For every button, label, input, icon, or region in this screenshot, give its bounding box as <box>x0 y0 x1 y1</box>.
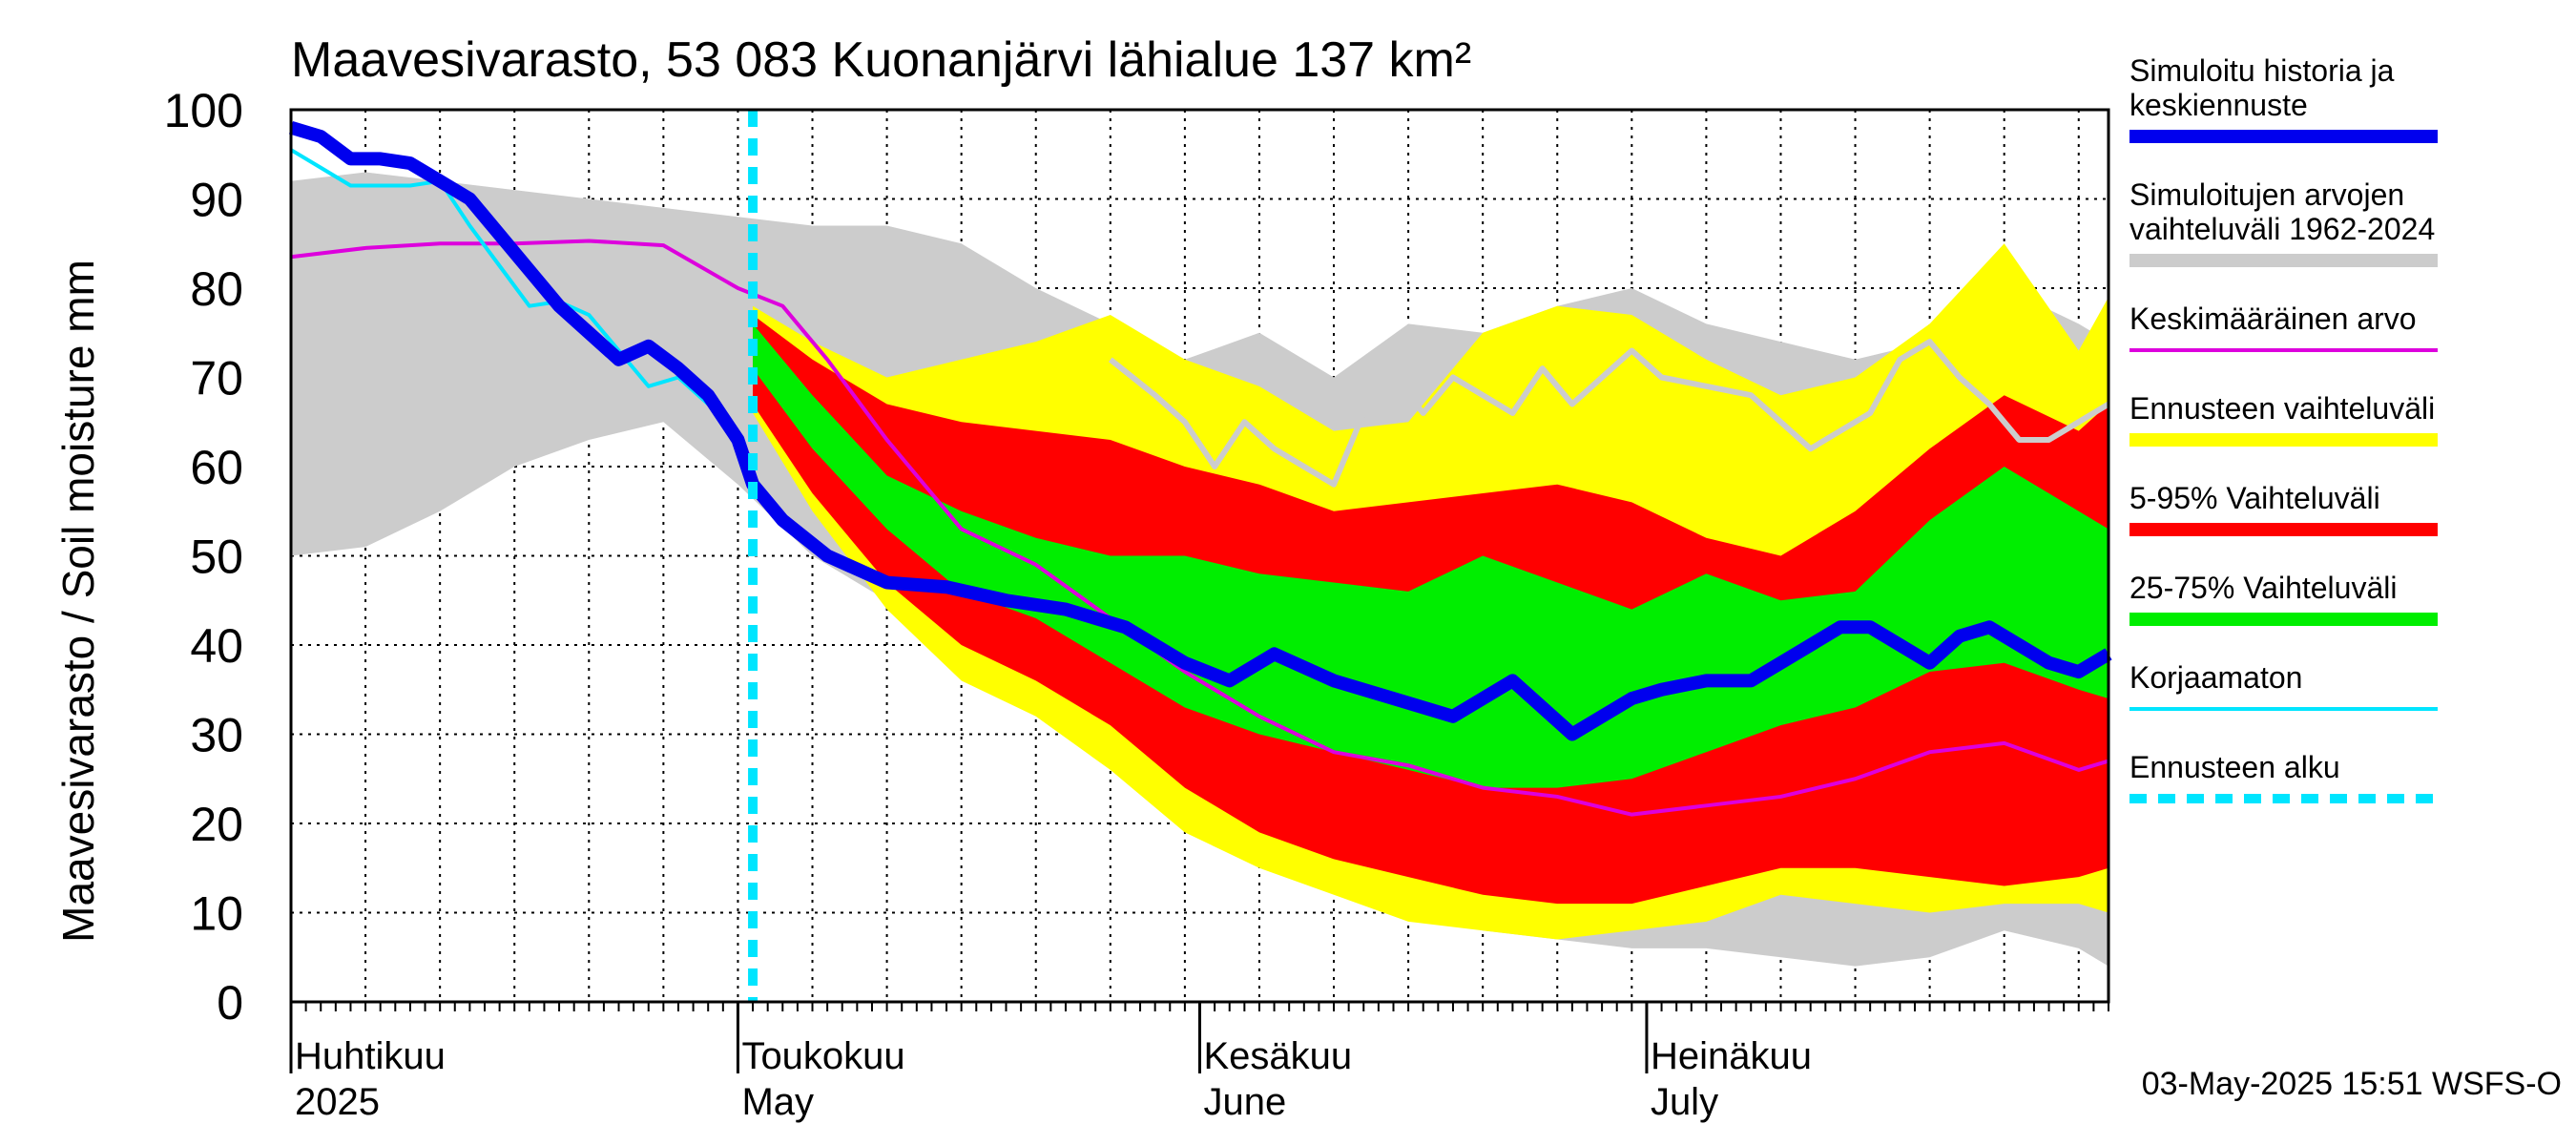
month-label-en: 2025 <box>295 1081 380 1123</box>
y-tick-label: 20 <box>190 798 243 851</box>
legend-label: Simuloitu historia ja <box>2129 53 2395 88</box>
mean-line <box>290 239 2109 817</box>
month-label-fi: Toukokuu <box>741 1035 904 1077</box>
month-label-fi: Kesäkuu <box>1204 1035 1353 1077</box>
legend-label: Korjaamaton <box>2129 660 2302 695</box>
month-label-en: July <box>1651 1081 1718 1123</box>
y-tick-label: 30 <box>190 709 243 762</box>
month-label-fi: Heinäkuu <box>1651 1035 1812 1077</box>
y-tick-label: 90 <box>190 174 243 227</box>
legend-label: Simuloitujen arvojen <box>2129 177 2404 212</box>
uncorrected-line <box>289 148 710 406</box>
legend-label: vaihteluväli 1962-2024 <box>2129 212 2435 246</box>
main-forecast-line <box>288 120 2112 741</box>
y-tick-label: 70 <box>190 352 243 406</box>
month-label-en: May <box>741 1081 814 1123</box>
legend-label: Ennusteen vaihteluväli <box>2129 391 2435 426</box>
legend-label: 25-75% Vaihteluväli <box>2129 571 2397 605</box>
historical-max-line <box>1108 339 2110 488</box>
y-tick-label: 40 <box>190 619 243 673</box>
lines <box>288 110 2112 1002</box>
y-tick-label: 10 <box>190 887 243 941</box>
bands <box>291 172 2109 967</box>
y-tick-label: 100 <box>164 84 243 137</box>
month-label-en: June <box>1204 1081 1287 1123</box>
y-tick-label: 80 <box>190 262 243 316</box>
chart-title: Maavesivarasto, 53 083 Kuonanjärvi lähia… <box>291 32 1471 88</box>
legend-label: Ennusteen alku <box>2129 750 2340 784</box>
timestamp: 03-May-2025 15:51 WSFS-O <box>2142 1066 2562 1102</box>
y-tick-label: 50 <box>190 531 243 584</box>
y-tick-label: 60 <box>190 441 243 494</box>
y-axis-label: Maavesivarasto / Soil moisture mm <box>53 260 103 943</box>
legend-label: Keskimääräinen arvo <box>2129 302 2417 336</box>
axes <box>289 108 2110 1073</box>
month-label-fi: Huhtikuu <box>295 1035 446 1077</box>
legend-label: keskiennuste <box>2129 88 2308 122</box>
legend-label: 5-95% Vaihteluväli <box>2129 481 2380 515</box>
y-tick-label: 0 <box>217 976 243 1030</box>
